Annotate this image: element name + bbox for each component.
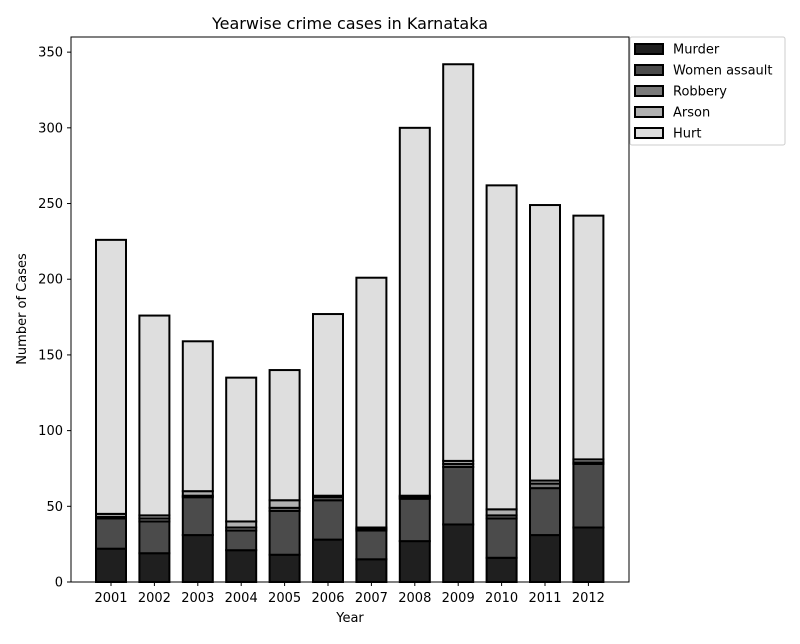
y-tick-label-50: 50 <box>46 500 63 515</box>
bars-group <box>95 63 605 584</box>
bar-hurt-2006 <box>312 313 344 497</box>
x-axis-label: Year <box>335 611 364 626</box>
x-tick-label-2006: 2006 <box>311 591 344 606</box>
bar-hurt-2001 <box>95 238 127 515</box>
y-tick-label-250: 250 <box>38 197 63 212</box>
y-tick-label-150: 150 <box>38 348 63 363</box>
bar-women-assault-2008 <box>398 497 431 543</box>
plot-frame <box>70 36 630 583</box>
bar-murder-2001 <box>95 547 127 584</box>
bar-hurt-2002 <box>138 314 171 517</box>
bar-women-assault-2011 <box>529 487 561 537</box>
legend-label-robbery: Robbery <box>673 85 727 100</box>
legend-frame <box>629 36 786 146</box>
bar-hurt-2008 <box>398 126 431 497</box>
y-tick-label-100: 100 <box>38 424 63 439</box>
x-tick-label-2004: 2004 <box>225 591 258 606</box>
bar-murder-2007 <box>355 558 388 583</box>
bar-hurt-2007 <box>355 276 388 529</box>
legend-swatch-hurt <box>634 127 664 139</box>
bar-murder-2005 <box>268 553 301 583</box>
chart-title: Yearwise crime cases in Karnataka <box>211 14 488 33</box>
bar-hurt-2004 <box>225 376 258 523</box>
bar-women-assault-2005 <box>268 509 301 556</box>
legend-label-women-assault: Women assault <box>673 64 773 79</box>
bar-hurt-2010 <box>485 184 518 511</box>
x-tick-label-2012: 2012 <box>572 591 605 606</box>
legend-swatch-murder <box>634 43 664 55</box>
bar-hurt-2009 <box>442 63 475 462</box>
bar-women-assault-2003 <box>181 496 214 537</box>
bar-murder-2008 <box>398 540 431 584</box>
x-tick-label-2003: 2003 <box>181 591 214 606</box>
bar-murder-2002 <box>138 552 171 583</box>
legend-label-hurt: Hurt <box>673 127 701 142</box>
bar-hurt-2011 <box>529 204 561 482</box>
bar-women-assault-2001 <box>95 517 127 550</box>
bar-murder-2003 <box>181 534 214 584</box>
bar-hurt-2012 <box>572 214 605 461</box>
bar-women-assault-2010 <box>485 517 518 559</box>
x-tick-label-2010: 2010 <box>485 591 518 606</box>
x-axis: 2001 2002 2003 2004 2005 2006 2007 2008 2009 2010… <box>94 582 605 606</box>
bar-women-assault-2007 <box>355 529 388 561</box>
x-tick-label-2009: 2009 <box>442 591 475 606</box>
bar-murder-2011 <box>529 534 561 584</box>
bar-women-assault-2004 <box>225 529 258 552</box>
bar-murder-2004 <box>225 549 258 584</box>
y-axis-label: Number of Cases <box>15 253 30 365</box>
bar-women-assault-2012 <box>572 462 605 529</box>
y-tick-label-300: 300 <box>38 121 63 136</box>
bar-arson-2005 <box>268 499 301 509</box>
legend: Murder Women assault Robbery Arson Hurt <box>629 36 786 146</box>
legend-label-arson: Arson <box>673 106 710 121</box>
y-tick-label-0: 0 <box>55 576 63 591</box>
bar-women-assault-2009 <box>442 465 475 526</box>
legend-label-murder: Murder <box>673 43 720 58</box>
x-tick-label-2002: 2002 <box>138 591 171 606</box>
y-axis: 0 50 100 150 200 250 300 350 <box>38 46 71 591</box>
bar-murder-2009 <box>442 523 475 583</box>
bar-hurt-2003 <box>181 340 214 493</box>
x-tick-label-2007: 2007 <box>355 591 388 606</box>
x-tick-label-2005: 2005 <box>268 591 301 606</box>
bar-murder-2012 <box>572 526 605 583</box>
bar-murder-2010 <box>485 556 518 584</box>
bar-murder-2006 <box>312 538 344 583</box>
x-tick-label-2011: 2011 <box>528 591 561 606</box>
bar-women-assault-2006 <box>312 499 344 541</box>
bar-women-assault-2002 <box>138 520 171 555</box>
bar-hurt-2005 <box>268 369 301 502</box>
legend-swatch-arson <box>634 106 664 118</box>
legend-swatch-robbery <box>634 85 664 97</box>
legend-swatch-women-assault <box>634 64 664 76</box>
x-tick-label-2001: 2001 <box>94 591 127 606</box>
y-tick-label-350: 350 <box>38 46 63 61</box>
y-tick-label-200: 200 <box>38 273 63 288</box>
x-tick-label-2008: 2008 <box>398 591 431 606</box>
